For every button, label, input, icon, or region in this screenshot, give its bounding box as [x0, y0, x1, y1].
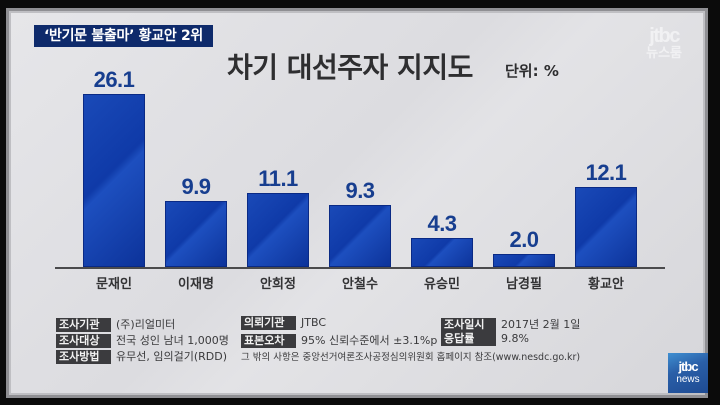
bar-5	[493, 254, 555, 267]
survey-response-value: 9.8%	[501, 332, 529, 345]
jtbc-newsroom-logo: jtbc 뉴스룸	[646, 26, 682, 62]
survey-target-tag: 조사대상	[56, 334, 111, 348]
survey-org-value: (주)리얼미터	[116, 318, 176, 331]
unit-label: 단위: %	[505, 62, 559, 80]
bar-0	[83, 94, 145, 267]
bar-value-3: 9.3	[345, 178, 375, 203]
survey-date-row: 조사일시 2017년 2월 1일	[441, 316, 580, 332]
bar-2	[247, 193, 309, 267]
headline-banner: ‘반기문 불출마’ 황교안 2위	[34, 25, 213, 47]
survey-target-value: 전국 성인 남녀 1,000명	[116, 334, 229, 347]
bar-value-6: 12.1	[585, 160, 627, 185]
newsroom-logo-text: 뉴스룸	[646, 46, 682, 61]
bar-6	[575, 187, 637, 267]
bar-value-2: 11.1	[258, 166, 298, 191]
category-label-5: 남경필	[506, 277, 542, 292]
category-label-6: 황교안	[588, 277, 624, 292]
survey-error-tag: 표본오차	[241, 334, 296, 348]
chart-title: 차기 대선주자 지지도	[227, 51, 473, 84]
survey-response-tag: 응답률	[441, 332, 496, 346]
bar-1	[165, 201, 227, 267]
bar-value-5: 2.0	[509, 227, 539, 252]
news-logo-text: news	[676, 374, 700, 385]
survey-error-row: 표본오차 95% 신뢰수준에서 ±3.1%p	[241, 332, 437, 348]
survey-client-tag: 의뢰기관	[241, 316, 296, 330]
survey-org-row: 조사기관 (주)리얼미터	[56, 316, 175, 332]
survey-date-tag: 조사일시	[441, 318, 496, 332]
survey-date-value: 2017년 2월 1일	[501, 318, 581, 331]
jtbc-news-logo: jtbc news	[668, 353, 708, 393]
category-label-2: 안희정	[260, 277, 296, 292]
category-label-4: 유승민	[424, 277, 460, 292]
bar-value-0: 26.1	[93, 67, 135, 92]
x-axis-line	[55, 267, 665, 269]
survey-org-tag: 조사기관	[56, 318, 111, 332]
bar-value-4: 4.3	[427, 211, 457, 236]
jtbc-logo-text: jtbc	[649, 25, 680, 47]
survey-target-row: 조사대상 전국 성인 남녀 1,000명	[56, 332, 229, 348]
bar-value-1: 9.9	[181, 174, 211, 199]
category-label-0: 문재인	[96, 277, 132, 292]
jtbc-logo-text-bottom: jtbc	[678, 359, 698, 374]
category-label-1: 이재명	[178, 277, 214, 292]
survey-client-value: JTBC	[301, 316, 326, 329]
survey-method-row: 조사방법 유무선, 임의걸기(RDD)	[56, 348, 227, 364]
survey-client-row: 의뢰기관 JTBC	[241, 316, 326, 330]
survey-response-row: 응답률 9.8%	[441, 332, 529, 346]
survey-footnote: 그 밖의 사항은 중앙선거여론조사공정심의위원회 홈페이지 참조(www.nes…	[241, 352, 581, 363]
survey-method-value: 유무선, 임의걸기(RDD)	[116, 350, 227, 363]
survey-error-value: 95% 신뢰수준에서 ±3.1%p	[301, 334, 438, 347]
bar-4	[411, 238, 473, 267]
survey-method-tag: 조사방법	[56, 350, 111, 364]
category-label-3: 안철수	[342, 277, 378, 292]
bar-3	[329, 205, 391, 267]
